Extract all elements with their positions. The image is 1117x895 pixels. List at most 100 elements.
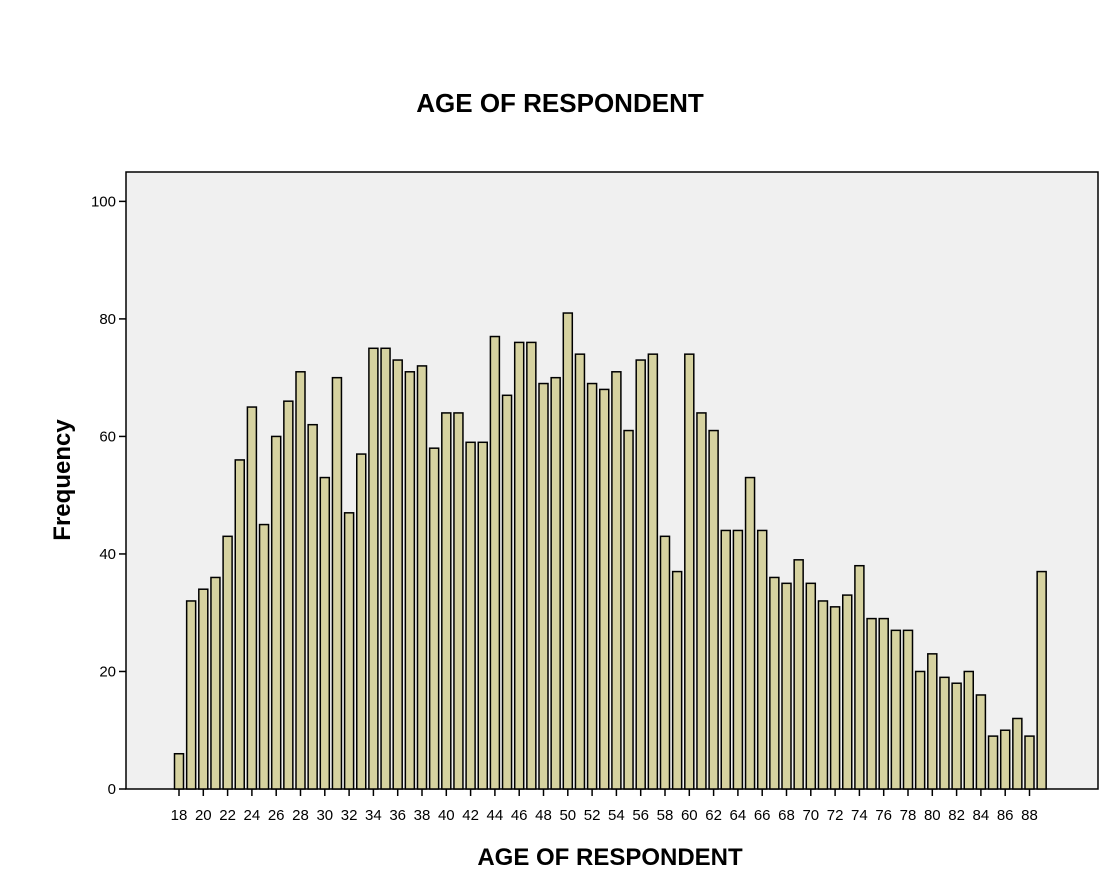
bars-group [173, 312, 1047, 790]
x-tick-label-86: 86 [997, 807, 1014, 824]
x-axis: 18 20 22 24 26 28 30 32 34 36 38 40 42 44 46 48 50 52 54 56… [171, 789, 1038, 824]
chart-title: AGE OF RESPONDENT [416, 88, 704, 118]
bar-age-57 [647, 353, 659, 790]
bar-age-71 [817, 600, 829, 790]
bar-age-51 [574, 353, 586, 790]
x-tick-label-28: 28 [292, 807, 309, 824]
bar-age-29 [307, 423, 318, 790]
bar-age-23 [234, 459, 245, 790]
x-tick-label-64: 64 [730, 807, 747, 824]
x-tick-label-84: 84 [973, 807, 990, 824]
bar-age-40 [441, 412, 452, 790]
y-tick-label-40: 40 [99, 546, 116, 563]
bar-age-43 [477, 441, 488, 790]
x-tick-label-78: 78 [900, 807, 917, 824]
bar-age-50 [562, 312, 574, 790]
bar-age-53 [599, 388, 610, 790]
x-tick-label-46: 46 [511, 807, 528, 824]
bar-age-18 [173, 752, 185, 790]
bar-age-22 [222, 535, 233, 790]
x-tick-label-50: 50 [559, 807, 576, 824]
bar-age-37 [404, 371, 416, 790]
x-tick-label-72: 72 [827, 807, 844, 824]
bar-age-32 [343, 512, 355, 790]
bar-age-87 [1012, 717, 1023, 790]
x-tick-label-74: 74 [851, 807, 868, 824]
x-tick-label-22: 22 [219, 807, 236, 824]
bar-age-68 [781, 582, 792, 790]
x-tick-label-44: 44 [487, 807, 504, 824]
bar-age-65 [744, 476, 756, 790]
x-tick-label-20: 20 [195, 807, 212, 824]
x-tick-label-24: 24 [244, 807, 261, 824]
y-tick-label-60: 60 [99, 428, 116, 445]
y-axis: 0 20 40 60 80 100 [91, 193, 126, 798]
bar-age-83 [963, 670, 974, 790]
bar-age-88 [1024, 735, 1035, 790]
bar-age-70 [805, 582, 817, 790]
bar-age-44 [489, 335, 501, 790]
x-tick-label-76: 76 [875, 807, 892, 824]
x-tick-label-42: 42 [462, 807, 479, 824]
x-tick-label-32: 32 [341, 807, 358, 824]
bar-age-79 [914, 670, 926, 790]
bar-age-89 [1036, 570, 1047, 790]
x-tick-label-18: 18 [171, 807, 188, 824]
x-tick-label-82: 82 [948, 807, 965, 824]
bar-age-26 [270, 435, 282, 790]
bar-age-59 [671, 570, 683, 790]
x-tick-label-80: 80 [924, 807, 941, 824]
bar-age-45 [501, 394, 513, 790]
bar-age-52 [586, 382, 598, 790]
bar-age-55 [623, 429, 634, 790]
bar-age-86 [999, 729, 1011, 790]
bar-age-31 [331, 376, 343, 790]
bar-age-60 [684, 353, 695, 790]
bar-age-30 [319, 476, 331, 790]
x-tick-label-38: 38 [414, 807, 431, 824]
y-tick-label-80: 80 [99, 311, 116, 328]
bar-age-35 [380, 347, 391, 790]
bar-age-84 [975, 694, 987, 790]
x-tick-label-26: 26 [268, 807, 285, 824]
bar-age-76 [878, 617, 889, 790]
bar-age-61 [696, 412, 707, 790]
bar-age-20 [198, 588, 209, 790]
bar-age-47 [526, 341, 537, 790]
bar-age-19 [185, 600, 197, 790]
bar-age-63 [720, 529, 731, 790]
x-tick-label-88: 88 [1021, 807, 1038, 824]
x-tick-label-66: 66 [754, 807, 771, 824]
x-tick-label-48: 48 [535, 807, 552, 824]
bar-age-42 [465, 441, 476, 790]
bar-age-80 [927, 653, 938, 790]
bar-age-73 [842, 594, 853, 790]
bar-age-82 [951, 682, 962, 790]
bar-age-28 [295, 371, 306, 790]
bar-age-46 [513, 341, 525, 790]
y-tick-label-20: 20 [99, 663, 116, 680]
bar-age-27 [283, 400, 294, 790]
bar-age-77 [890, 629, 902, 790]
bar-age-33 [356, 453, 367, 790]
x-axis-label: AGE OF RESPONDENT [477, 844, 743, 871]
y-axis-label: Frequency [49, 419, 76, 541]
bar-age-38 [416, 365, 428, 790]
x-tick-label-36: 36 [389, 807, 406, 824]
x-tick-label-40: 40 [438, 807, 455, 824]
bar-age-69 [793, 559, 804, 790]
x-tick-label-62: 62 [705, 807, 722, 824]
x-tick-label-68: 68 [778, 807, 795, 824]
x-tick-label-70: 70 [802, 807, 819, 824]
bar-age-81 [939, 676, 950, 790]
x-tick-label-56: 56 [632, 807, 649, 824]
y-tick-label-100: 100 [91, 193, 116, 210]
x-tick-label-54: 54 [608, 807, 625, 824]
bar-age-64 [732, 529, 744, 790]
bar-age-34 [368, 347, 379, 790]
bar-age-41 [453, 412, 464, 790]
bar-age-74 [854, 564, 865, 790]
bar-age-48 [538, 382, 549, 790]
bar-age-39 [428, 447, 440, 790]
